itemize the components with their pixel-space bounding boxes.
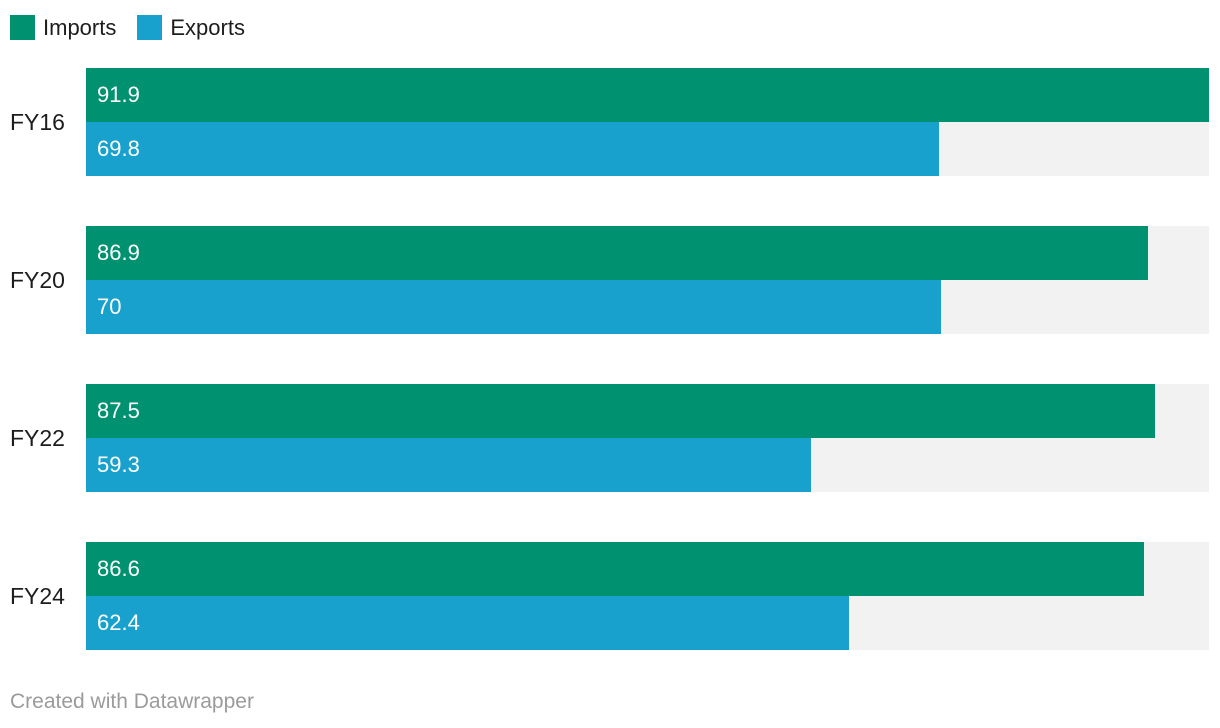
imports-bar[interactable]: 86.9 xyxy=(86,226,1148,280)
bar-track: 87.5 xyxy=(86,384,1209,438)
value-label: 62.4 xyxy=(97,610,140,635)
bar-track: 69.8 xyxy=(86,122,1209,176)
value-label: 70 xyxy=(97,294,122,319)
value-label: 69.8 xyxy=(97,136,140,161)
bar-track: 91.9 xyxy=(86,68,1209,122)
legend-item-exports: Exports xyxy=(137,15,245,40)
bar-group-fy22: FY22 87.5 59.3 xyxy=(0,384,1209,492)
bar-track: 86.6 xyxy=(86,542,1209,596)
bar-track: 59.3 xyxy=(86,438,1209,492)
imports-bar[interactable]: 87.5 xyxy=(86,384,1156,438)
attribution-text: Created with Datawrapper xyxy=(10,690,254,713)
exports-bar[interactable]: 59.3 xyxy=(86,438,811,492)
bar-pair: 87.5 59.3 xyxy=(86,384,1209,492)
imports-swatch-icon xyxy=(10,15,35,40)
exports-bar[interactable]: 70 xyxy=(86,280,942,334)
legend-item-imports: Imports xyxy=(10,15,116,40)
exports-bar[interactable]: 69.8 xyxy=(86,122,939,176)
value-label: 91.9 xyxy=(97,82,140,107)
imports-bar[interactable]: 91.9 xyxy=(86,68,1209,122)
legend-label-imports: Imports xyxy=(43,14,117,40)
imports-bar[interactable]: 86.6 xyxy=(86,542,1145,596)
bar-chart: FY16 91.9 69.8 FY20 86.9 xyxy=(0,68,1209,650)
value-label: 59.3 xyxy=(97,452,140,477)
exports-swatch-icon xyxy=(137,15,163,40)
legend: Imports Exports xyxy=(10,15,245,40)
category-label: FY16 xyxy=(10,108,65,135)
category-label: FY20 xyxy=(10,266,65,293)
category-label: FY24 xyxy=(10,582,65,609)
value-label: 86.6 xyxy=(97,556,140,581)
bar-track: 70 xyxy=(86,280,1209,334)
value-label: 87.5 xyxy=(97,398,140,423)
bar-pair: 91.9 69.8 xyxy=(86,68,1209,176)
legend-label-exports: Exports xyxy=(170,14,245,40)
bar-track: 62.4 xyxy=(86,596,1209,650)
bar-pair: 86.9 70 xyxy=(86,226,1209,334)
bar-track: 86.9 xyxy=(86,226,1209,280)
bar-group-fy16: FY16 91.9 69.8 xyxy=(0,68,1209,176)
bar-group-fy20: FY20 86.9 70 xyxy=(0,226,1209,334)
category-label: FY22 xyxy=(10,424,65,451)
value-label: 86.9 xyxy=(97,240,140,265)
bar-group-fy24: FY24 86.6 62.4 xyxy=(0,542,1209,650)
exports-bar[interactable]: 62.4 xyxy=(86,596,849,650)
bar-pair: 86.6 62.4 xyxy=(86,542,1209,650)
